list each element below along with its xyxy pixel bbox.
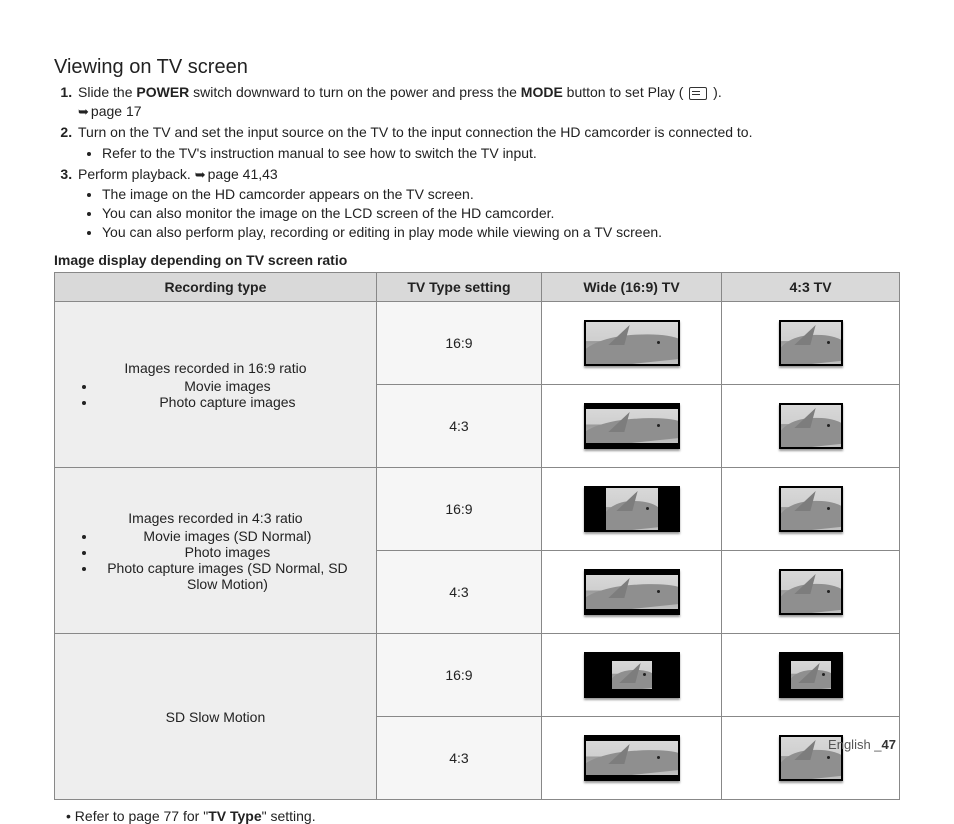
tvtype-cell: 4:3 <box>376 717 541 800</box>
tv-frame <box>779 652 843 698</box>
tvtype-cell: 16:9 <box>376 468 541 551</box>
tv-frame <box>779 320 843 366</box>
dolphin-image <box>606 488 658 530</box>
tv-frame <box>779 569 843 615</box>
footer-pagenum: 47 <box>882 737 896 752</box>
row1-li1: Movie images <box>97 378 358 394</box>
step1-mode: MODE <box>521 84 563 100</box>
thumb-cell <box>722 302 900 385</box>
th-43-tv: 4:3 TV <box>722 273 900 302</box>
tvtype-cell: 16:9 <box>376 302 541 385</box>
table-subheading: Image display depending on TV screen rat… <box>54 252 900 268</box>
arrow-icon <box>195 166 208 182</box>
tvtype-cell: 4:3 <box>376 551 541 634</box>
ratio-table: Recording type TV Type setting Wide (16:… <box>54 272 900 800</box>
row1-li2: Photo capture images <box>97 394 358 410</box>
dolphin-image <box>791 661 831 689</box>
thumb-cell <box>722 634 900 717</box>
step1-text-d: ). <box>709 84 721 100</box>
thumb-cell <box>542 634 722 717</box>
step1-text-c: button to set Play ( <box>563 84 688 100</box>
row2-li3: Photo capture images (SD Normal, SD Slow… <box>97 560 358 592</box>
step3-ref: page 41,43 <box>208 166 278 182</box>
thumb-cell <box>722 385 900 468</box>
dolphin-image <box>586 741 678 775</box>
tvtype-cell: 16:9 <box>376 634 541 717</box>
tv-frame <box>584 652 680 698</box>
thumb-cell <box>542 468 722 551</box>
footnote: Refer to page 77 for "TV Type" setting. <box>66 808 900 824</box>
page-footer: English _47 <box>828 737 896 752</box>
step2-bullet-1: Refer to the TV's instruction manual to … <box>102 144 900 163</box>
dolphin-image <box>781 571 841 613</box>
step3-bullet-2: You can also monitor the image on the LC… <box>102 204 900 223</box>
step-2: Turn on the TV and set the input source … <box>76 123 900 163</box>
row2-title: Images recorded in 4:3 ratio <box>128 510 302 526</box>
tv-frame <box>584 569 680 615</box>
thumb-cell <box>722 717 900 800</box>
recording-type-1: Images recorded in 16:9 ratio Movie imag… <box>55 302 377 468</box>
step3-bullet-1: The image on the HD camcorder appears on… <box>102 185 900 204</box>
tv-frame <box>584 320 680 366</box>
tvtype-cell: 4:3 <box>376 385 541 468</box>
thumb-cell <box>722 468 900 551</box>
footnote-b: TV Type <box>208 808 261 824</box>
footnote-a: Refer to page 77 for " <box>75 808 208 824</box>
tv-frame <box>779 403 843 449</box>
thumb-cell <box>542 302 722 385</box>
tv-frame <box>584 486 680 532</box>
row2-li2: Photo images <box>97 544 358 560</box>
tv-frame <box>779 486 843 532</box>
play-mode-icon <box>689 87 707 100</box>
row1-title: Images recorded in 16:9 ratio <box>124 360 306 376</box>
step1-text-a: Slide the <box>78 84 136 100</box>
step3-bullet-3: You can also perform play, recording or … <box>102 223 900 242</box>
step1-text-b: switch downward to turn on the power and… <box>189 84 521 100</box>
step1-ref: page 17 <box>91 103 142 119</box>
recording-type-3: SD Slow Motion <box>55 634 377 800</box>
step-1: Slide the POWER switch downward to turn … <box>76 83 900 121</box>
dolphin-image <box>781 322 841 364</box>
dolphin-image <box>586 409 678 443</box>
thumb-cell <box>542 385 722 468</box>
dolphin-image <box>612 661 652 689</box>
dolphin-image <box>781 405 841 447</box>
steps-list: Slide the POWER switch downward to turn … <box>54 83 900 242</box>
step-3: Perform playback. page 41,43 The image o… <box>76 165 900 243</box>
footnote-c: " setting. <box>262 808 316 824</box>
thumb-cell <box>542 717 722 800</box>
dolphin-image <box>586 575 678 609</box>
thumb-cell <box>722 551 900 634</box>
footer-lang: English _ <box>828 737 881 752</box>
dolphin-image <box>586 322 678 364</box>
step3-text: Perform playback. <box>78 166 195 182</box>
step1-power: POWER <box>136 84 189 100</box>
thumb-cell <box>542 551 722 634</box>
arrow-icon <box>78 103 91 119</box>
step2-text: Turn on the TV and set the input source … <box>78 124 752 140</box>
section-heading: Viewing on TV screen <box>54 56 900 79</box>
row3-title: SD Slow Motion <box>166 709 266 725</box>
th-recording-type: Recording type <box>55 273 377 302</box>
row2-li1: Movie images (SD Normal) <box>97 528 358 544</box>
dolphin-image <box>781 488 841 530</box>
recording-type-2: Images recorded in 4:3 ratio Movie image… <box>55 468 377 634</box>
th-tv-type: TV Type setting <box>376 273 541 302</box>
tv-frame <box>584 403 680 449</box>
tv-frame <box>584 735 680 781</box>
th-wide-tv: Wide (16:9) TV <box>542 273 722 302</box>
